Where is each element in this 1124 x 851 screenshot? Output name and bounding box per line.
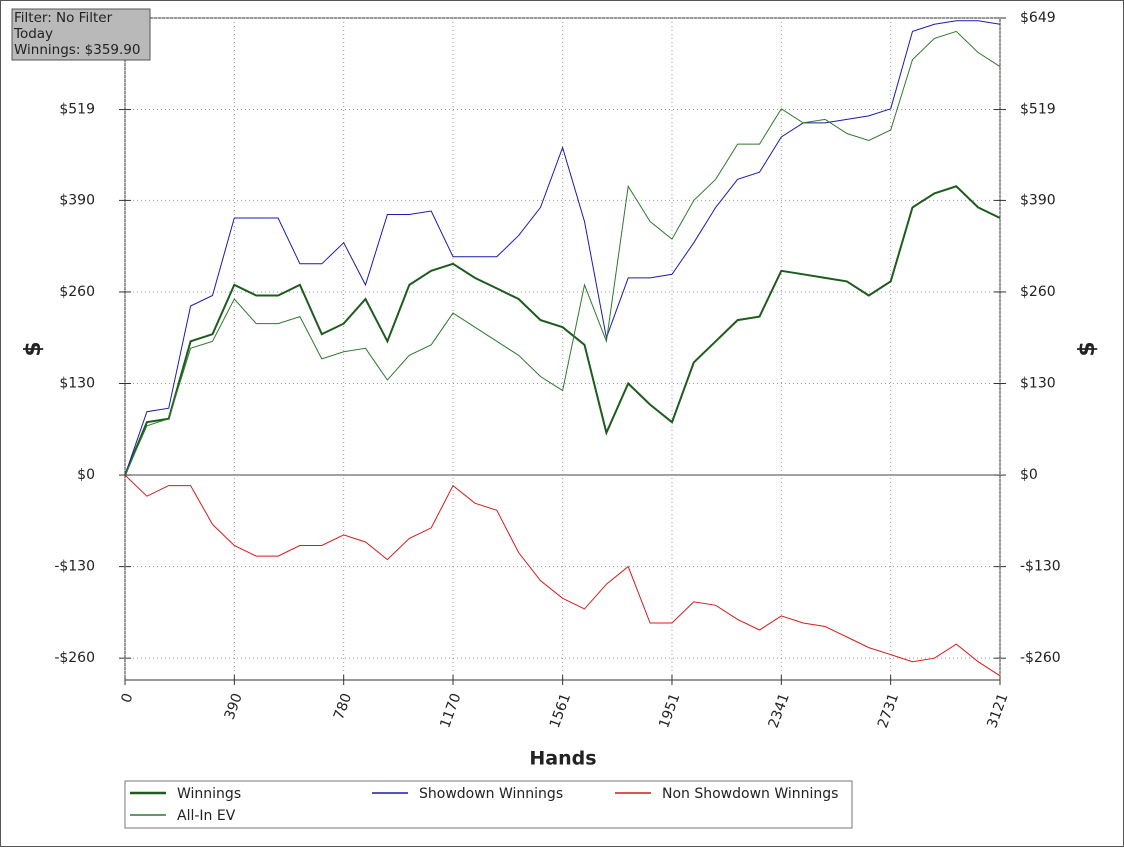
legend-label: Non Showdown Winnings (662, 786, 838, 802)
y2-axis-label: $ (1075, 341, 1100, 356)
series-line (124, 30, 1001, 476)
legend-label: All-In EV (177, 808, 236, 824)
legend-box (124, 780, 853, 829)
y-tick-label: $519 (59, 102, 95, 118)
y2-tick-label: $260 (1020, 284, 1056, 300)
y-tick-label: $130 (59, 376, 95, 392)
y-tick-label: $260 (59, 284, 95, 300)
series-line (124, 474, 1001, 677)
y2-tick-label: $390 (1020, 192, 1056, 208)
plot-area (124, 17, 1001, 681)
y2-tick-label: $0 (1020, 467, 1038, 483)
series-line (124, 20, 1001, 476)
y-tick-label: -$130 (54, 559, 95, 575)
info-box (11, 8, 151, 61)
y2-tick-label: $130 (1020, 376, 1056, 392)
x-axis-label: Hands (529, 748, 596, 770)
y2-tick-label: $519 (1020, 102, 1056, 118)
y2-tick-label: -$260 (1020, 650, 1061, 666)
y-tick-label: -$260 (54, 650, 95, 666)
legend-label: Showdown Winnings (419, 786, 563, 802)
y2-tick-label: -$130 (1020, 559, 1061, 575)
legend-label: Winnings (177, 786, 241, 802)
y-tick-label: $390 (59, 192, 95, 208)
y-tick-label: $0 (77, 467, 95, 483)
y-axis-label: $ (21, 341, 46, 356)
y2-tick-label: $649 (1020, 10, 1056, 26)
info-text: Winnings: $359.90 (14, 42, 141, 58)
series-line (124, 185, 1001, 476)
info-text: Today (13, 26, 53, 42)
info-text: Filter: No Filter (14, 10, 113, 26)
